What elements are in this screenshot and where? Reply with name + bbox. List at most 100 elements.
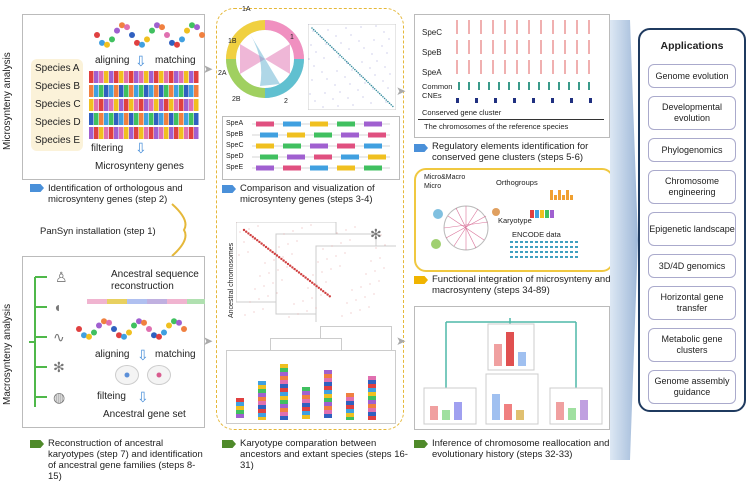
phylogeny-tree <box>29 276 47 407</box>
down-arrow-icon: ⇩ <box>135 140 147 156</box>
ancestral-chromosomes-label: Ancestral chromosomes <box>228 242 235 318</box>
karyotype-dot-plot <box>236 222 396 322</box>
circos-label: 1 <box>290 34 294 41</box>
species-box <box>31 59 83 151</box>
step-tag-icon <box>222 440 236 448</box>
step-tag-icon <box>414 440 428 448</box>
application-item: Phylogenomics <box>648 138 736 162</box>
step-tag-icon <box>414 276 428 284</box>
legend-micro: Micro <box>424 183 442 190</box>
common-cnes-label: Common CNEs <box>422 82 453 100</box>
species-label: Species C <box>35 99 81 110</box>
macrosynteny-side-label: Macrosynteny analysis <box>2 303 13 405</box>
application-item: Genome assembly guidance <box>648 370 736 404</box>
organism-icon: ◖ <box>53 299 62 315</box>
step16-caption: Karyotype comparation between ancestors … <box>240 438 408 471</box>
species-label: Species D <box>35 117 81 128</box>
application-item: Developmental evolution <box>648 96 736 130</box>
aligning-label: aligning <box>95 55 130 66</box>
step1-caption: PanSyn installation (step 1) <box>40 226 156 237</box>
species-row-label: SpeA <box>422 68 442 77</box>
application-item: Chromosome engineering <box>648 170 736 204</box>
right-arrow-icon: ➤ <box>203 334 214 348</box>
matching-label: matching <box>155 55 196 66</box>
filtering-label: filteing <box>97 391 126 402</box>
species-label: Species E <box>35 135 81 146</box>
spe-label: SpeC <box>226 142 244 149</box>
integration-charts <box>510 190 578 258</box>
circos-label: 2A <box>218 70 227 77</box>
organism-icon: ◍ <box>53 389 66 405</box>
step-tag-icon <box>30 184 44 192</box>
species-row-label: SpeB <box>422 48 442 57</box>
down-arrow-icon: ⇩ <box>135 53 147 69</box>
merge-arrow-icon <box>171 203 187 257</box>
applications-panel: Applications Genome evolution Developmen… <box>638 28 746 412</box>
step-tag-icon <box>222 185 236 193</box>
matching-label: matching <box>155 349 196 360</box>
karyotype-label: Karyotype <box>498 216 532 225</box>
step-tag-icon <box>414 144 428 152</box>
step3489-caption: Functional integration of microsynteny a… <box>432 274 611 296</box>
species-row-label: SpeC <box>422 28 443 37</box>
regulatory-tracks <box>456 20 592 103</box>
filtering-label: filtering <box>91 143 124 154</box>
spe-label: SpeD <box>226 153 244 160</box>
step2-caption: Identification of orthologous and micros… <box>48 183 183 205</box>
middle-dashed-container <box>216 8 404 430</box>
organism-icon: ✻ <box>53 359 65 375</box>
application-item: Genome evolution <box>648 64 736 88</box>
step3233-caption: Inference of chromosome reallocation and… <box>432 438 610 460</box>
application-item: 3D/4D genomics <box>648 254 736 278</box>
step34-caption: Comparison and visualization of microsyn… <box>240 183 375 205</box>
down-arrow-icon: ⇩ <box>137 347 149 363</box>
right-arrow-icon: ➤ <box>396 334 407 348</box>
orthogroups-label: Orthogroups <box>496 178 538 187</box>
ancestral-sequence-label: Ancestral sequence reconstruction <box>111 269 199 292</box>
integration-circle <box>431 205 500 251</box>
gene-alignment-matrix <box>89 71 199 139</box>
chromosome-line <box>418 119 604 120</box>
applications-title: Applications <box>660 40 724 52</box>
big-right-arrow-icon <box>610 20 638 460</box>
encode-label: ENCODE data <box>512 230 561 239</box>
step56-caption: Regulatory elements identification for c… <box>432 141 589 163</box>
species-label: Species B <box>35 81 81 92</box>
organism-icon: ✻ <box>370 226 382 242</box>
right-arrow-icon: ➤ <box>396 84 407 98</box>
organism-icon: ∿ <box>53 329 65 345</box>
right-arrow-icon: ➤ <box>203 62 214 76</box>
circos-label: 2B <box>232 96 241 103</box>
reference-chromosomes-label: The chromosomes of the reference species <box>424 122 569 131</box>
karyotype-bars <box>236 364 376 420</box>
microsynteny-tracks <box>252 121 390 171</box>
karyotype-panel <box>226 350 396 424</box>
step-tag-icon <box>30 440 44 448</box>
down-arrow-icon: ⇩ <box>137 389 149 405</box>
legend-micro-macro: Micro&Macro <box>424 174 466 181</box>
circos-label: 1A <box>242 6 251 13</box>
microsynteny-side-label: Microsynteny analysis <box>2 52 13 150</box>
microsynteny-genes-label: Microsynteny genes <box>95 161 184 172</box>
aligning-label: aligning <box>95 349 130 360</box>
gene-wave-icon <box>76 318 187 340</box>
chromosome-history-tree <box>423 318 603 425</box>
ancestral-gene-set-label: Ancestral gene set <box>103 409 186 420</box>
application-item: Epigenetic landscape <box>648 212 736 246</box>
spe-label: SpeB <box>226 131 244 138</box>
conserved-gene-cluster-label: Conserved gene cluster <box>422 108 502 117</box>
microsynteny-panel: Species A Species B Species C Species D … <box>22 14 205 180</box>
circos-plot <box>226 20 304 98</box>
circos-label: 1B <box>228 38 237 45</box>
organism-icon: ♙ <box>55 269 68 285</box>
gene-cluster-dish <box>147 365 171 385</box>
gene-wave-icon <box>94 22 205 48</box>
spe-label: SpeA <box>226 120 244 127</box>
species-label: Species A <box>35 63 80 74</box>
regulatory-panel <box>414 14 610 138</box>
dot-plot <box>308 24 396 110</box>
macrosynteny-panel: ♙ ◖ ∿ ✻ ◍ Ancestral sequence reconstruct… <box>22 256 205 428</box>
application-item: Metabolic gene clusters <box>648 328 736 362</box>
gene-cluster-dish <box>115 365 139 385</box>
application-item: Horizontal gene transfer <box>648 286 736 320</box>
